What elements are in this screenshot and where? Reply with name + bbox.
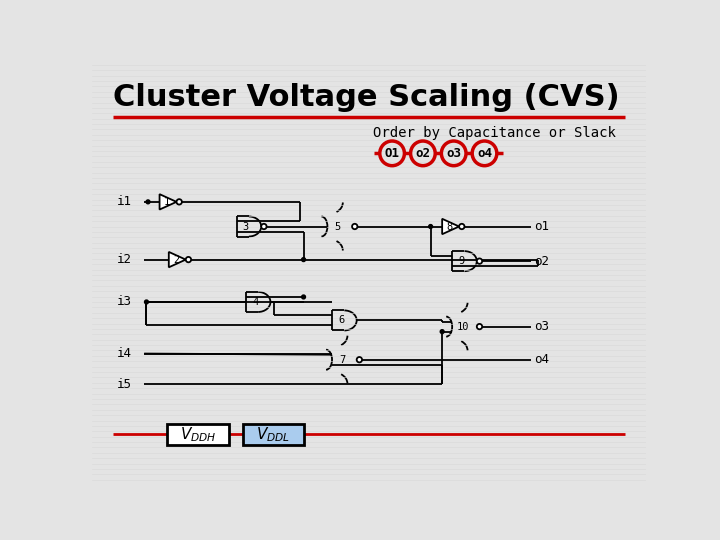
Text: $V_{DDH}$: $V_{DDH}$ <box>180 425 216 444</box>
Circle shape <box>146 200 150 204</box>
Text: $V_{DDL}$: $V_{DDL}$ <box>256 425 291 444</box>
Polygon shape <box>160 194 176 210</box>
Text: o1: o1 <box>534 220 549 233</box>
Circle shape <box>352 224 357 229</box>
Circle shape <box>477 324 482 329</box>
Text: O1: O1 <box>384 147 400 160</box>
Text: o2: o2 <box>415 147 431 160</box>
Text: o3: o3 <box>446 147 462 160</box>
Polygon shape <box>442 219 459 234</box>
Circle shape <box>261 224 266 229</box>
Circle shape <box>428 225 433 228</box>
Text: 3: 3 <box>243 221 249 232</box>
Text: 9: 9 <box>459 256 464 266</box>
Circle shape <box>440 330 444 334</box>
Text: o2: o2 <box>534 255 549 268</box>
Text: 6: 6 <box>338 315 345 326</box>
Text: 7: 7 <box>339 355 346 365</box>
Text: 8: 8 <box>446 221 453 232</box>
Text: 10: 10 <box>456 322 469 332</box>
Text: o4: o4 <box>477 147 492 160</box>
Circle shape <box>186 257 191 262</box>
Text: 2: 2 <box>174 255 179 265</box>
Text: i5: i5 <box>117 378 132 391</box>
Text: i4: i4 <box>117 347 132 360</box>
Circle shape <box>477 259 482 264</box>
Circle shape <box>302 258 305 261</box>
Text: 1: 1 <box>164 197 171 207</box>
Bar <box>167 423 229 445</box>
Text: 4: 4 <box>252 297 258 307</box>
Text: 5: 5 <box>335 221 341 232</box>
Text: i1: i1 <box>117 195 132 208</box>
Text: i2: i2 <box>117 253 132 266</box>
Polygon shape <box>168 252 186 267</box>
Circle shape <box>459 224 464 229</box>
Text: Cluster Voltage Scaling (CVS): Cluster Voltage Scaling (CVS) <box>113 83 620 112</box>
Circle shape <box>176 199 182 205</box>
Text: o4: o4 <box>534 353 549 366</box>
Text: o3: o3 <box>534 320 549 333</box>
Bar <box>243 423 305 445</box>
Circle shape <box>302 295 305 299</box>
Text: i3: i3 <box>117 295 132 308</box>
Circle shape <box>145 300 148 304</box>
Circle shape <box>356 357 362 362</box>
Text: Order by Capacitance or Slack: Order by Capacitance or Slack <box>373 126 616 139</box>
